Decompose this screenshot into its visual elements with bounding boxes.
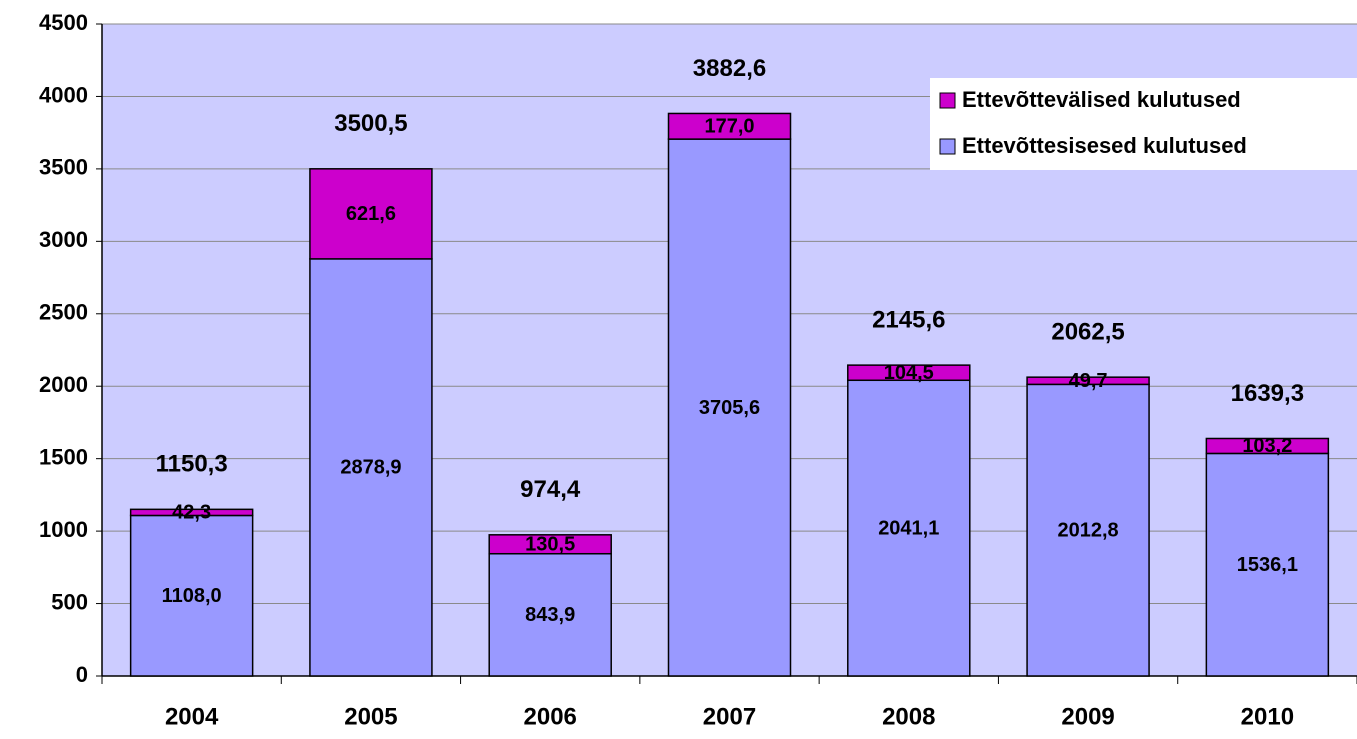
bar-segment (1205, 452, 1330, 677)
value-label: 49,7 (1069, 370, 1108, 392)
value-label: 2878,9 (340, 457, 401, 479)
x-tick-label: 2009 (1061, 703, 1114, 730)
x-tick-label: 2010 (1241, 703, 1294, 730)
y-tick-label: 2000 (39, 372, 88, 397)
bar-segment (667, 112, 792, 140)
y-tick-label: 4500 (39, 10, 88, 35)
y-tick-label: 3500 (39, 155, 88, 180)
x-tick-label: 2007 (703, 703, 756, 730)
bar-segment (1026, 383, 1150, 677)
total-label: 974,4 (520, 476, 581, 503)
x-tick-label: 2008 (882, 703, 935, 730)
bar-segment (309, 258, 433, 677)
bar-segment (1205, 437, 1330, 455)
total-label: 2062,5 (1051, 319, 1124, 346)
bar-segment (129, 508, 254, 517)
value-label: 1108,0 (162, 585, 222, 607)
value-label: 42,3 (172, 502, 211, 524)
x-tick-label: 2004 (165, 703, 219, 730)
y-tick-label: 4000 (39, 82, 88, 107)
legend-label: Ettevõttevälised kulutused (962, 87, 1241, 112)
total-label: 1639,3 (1231, 380, 1304, 407)
legend-swatch (939, 138, 956, 155)
y-tick-label: 0 (76, 662, 88, 687)
y-tick-label: 500 (51, 589, 88, 614)
bar-segment (847, 379, 971, 677)
x-tick-label: 2005 (344, 703, 397, 730)
legend-swatch (939, 92, 956, 109)
y-tick-label: 1000 (39, 517, 88, 542)
value-label: 177,0 (704, 116, 754, 138)
bar-segment (129, 514, 254, 677)
value-label: 621,6 (346, 203, 396, 225)
y-tick-label: 1500 (39, 444, 88, 469)
total-label: 3882,6 (693, 55, 766, 82)
bar-segment (488, 534, 612, 555)
legend-box (930, 78, 1357, 170)
value-label: 130,5 (525, 534, 575, 556)
y-tick-label: 3000 (39, 227, 88, 252)
bar-segment (847, 364, 971, 382)
value-label: 843,9 (525, 604, 575, 626)
x-tick-label: 2006 (524, 703, 577, 730)
value-label: 3705,6 (699, 397, 760, 419)
legend-label: Ettevõttesisesed kulutused (962, 133, 1247, 158)
bar-segment (309, 168, 433, 260)
value-label: 2041,1 (878, 517, 939, 539)
value-label: 1536,1 (1237, 554, 1298, 576)
value-label: 104,5 (884, 362, 934, 384)
total-label: 3500,5 (334, 110, 407, 137)
y-tick-label: 2500 (39, 300, 88, 325)
total-label: 1150,3 (156, 451, 228, 478)
bar-segment (667, 138, 792, 677)
value-label: 2012,8 (1057, 519, 1118, 541)
total-label: 2145,6 (872, 306, 945, 333)
bar-segment (1026, 376, 1150, 386)
value-label: 103,2 (1242, 435, 1292, 457)
